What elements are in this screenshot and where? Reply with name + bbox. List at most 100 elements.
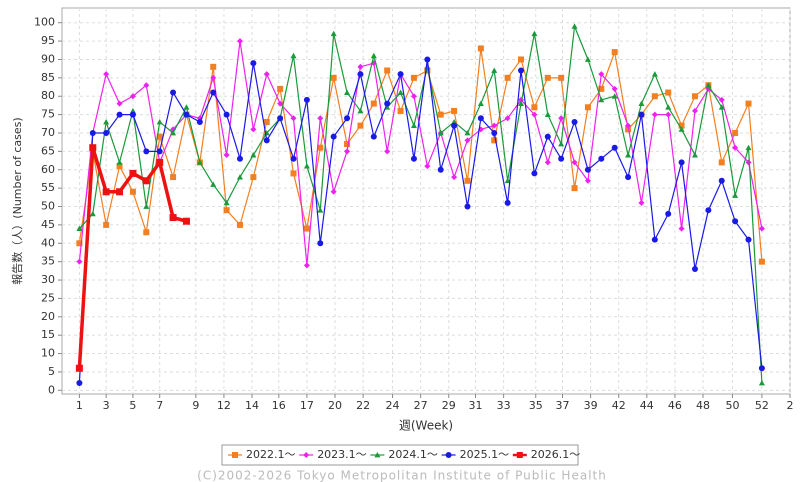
point [665, 111, 672, 118]
point [718, 159, 725, 166]
point [437, 166, 444, 173]
point [625, 122, 632, 129]
y-tick-label: 10 [41, 347, 55, 360]
point [370, 100, 377, 107]
point [143, 229, 150, 236]
point [250, 152, 257, 158]
point [691, 152, 698, 158]
point [129, 169, 137, 177]
point [344, 148, 351, 155]
point [116, 159, 123, 165]
point [691, 266, 698, 273]
point [210, 74, 217, 81]
series-line [78, 47, 763, 262]
point [89, 129, 96, 136]
y-tick-label: 5 [48, 365, 55, 378]
point [651, 93, 658, 100]
point [103, 221, 110, 228]
point [397, 107, 404, 114]
point [357, 122, 364, 129]
point [317, 207, 324, 213]
point [250, 174, 257, 181]
point [504, 74, 511, 81]
point [344, 141, 351, 148]
point [103, 118, 110, 125]
x-tick-label: 7 [156, 399, 163, 412]
point [89, 210, 96, 217]
point [571, 185, 578, 192]
point [303, 163, 310, 169]
point [290, 155, 297, 162]
x-tick-label: 50 [725, 399, 739, 412]
point [758, 225, 765, 232]
point [236, 155, 243, 162]
point [250, 126, 257, 133]
point [718, 104, 725, 110]
point [182, 217, 190, 225]
point [544, 159, 551, 166]
y-tick-label: 0 [48, 383, 55, 396]
point [344, 115, 351, 122]
point [76, 379, 83, 386]
point [183, 111, 190, 118]
point [598, 96, 605, 103]
point [531, 111, 538, 118]
point [625, 152, 632, 158]
y-tick-label: 70 [41, 126, 55, 139]
point [290, 52, 297, 59]
point [410, 74, 417, 81]
point [223, 199, 230, 206]
point [718, 96, 725, 103]
y-tick-label: 40 [41, 236, 55, 249]
point [89, 144, 97, 152]
point [263, 71, 270, 78]
point [76, 240, 83, 247]
point [223, 111, 230, 118]
x-tick-label: 33 [497, 399, 511, 412]
point [518, 67, 525, 74]
x-tick-label: 16 [272, 399, 286, 412]
point [116, 188, 124, 196]
x-tick-label: 27 [414, 399, 428, 412]
point [558, 141, 565, 147]
point [477, 45, 484, 52]
x-tick-label: 39 [584, 399, 598, 412]
point [732, 218, 739, 225]
point [250, 60, 257, 67]
point [451, 122, 458, 129]
point [558, 115, 565, 122]
x-tick-label: 3 [103, 399, 110, 412]
point [584, 177, 591, 184]
point [290, 170, 297, 177]
point [745, 144, 752, 151]
point [384, 100, 391, 107]
point [183, 104, 190, 110]
point [143, 82, 150, 89]
point [317, 115, 324, 122]
caption: (C)2002-2026 Tokyo Metropolitan Institut… [197, 469, 607, 482]
y-tick-label: 25 [41, 291, 55, 304]
point [263, 118, 270, 125]
series-line [78, 40, 763, 266]
point [665, 210, 672, 217]
point [584, 104, 591, 111]
x-tick-label: 29 [442, 399, 456, 412]
point [344, 89, 351, 95]
y-tick-label: 80 [41, 89, 55, 102]
point [464, 129, 471, 136]
point [357, 63, 364, 70]
point [277, 85, 284, 92]
point [504, 199, 511, 206]
x-tick-label: 24 [386, 399, 400, 412]
x-tick-label: 2 [787, 399, 794, 412]
point [223, 207, 230, 214]
point [464, 137, 471, 144]
point [317, 240, 324, 247]
x-tick-label: 20 [328, 399, 342, 412]
point [651, 71, 658, 77]
x-tick-label: 46 [668, 399, 682, 412]
point [116, 100, 123, 107]
legend-marker [303, 452, 310, 458]
y-axis-label: 報告数（人）(Number of cases) [11, 117, 24, 284]
